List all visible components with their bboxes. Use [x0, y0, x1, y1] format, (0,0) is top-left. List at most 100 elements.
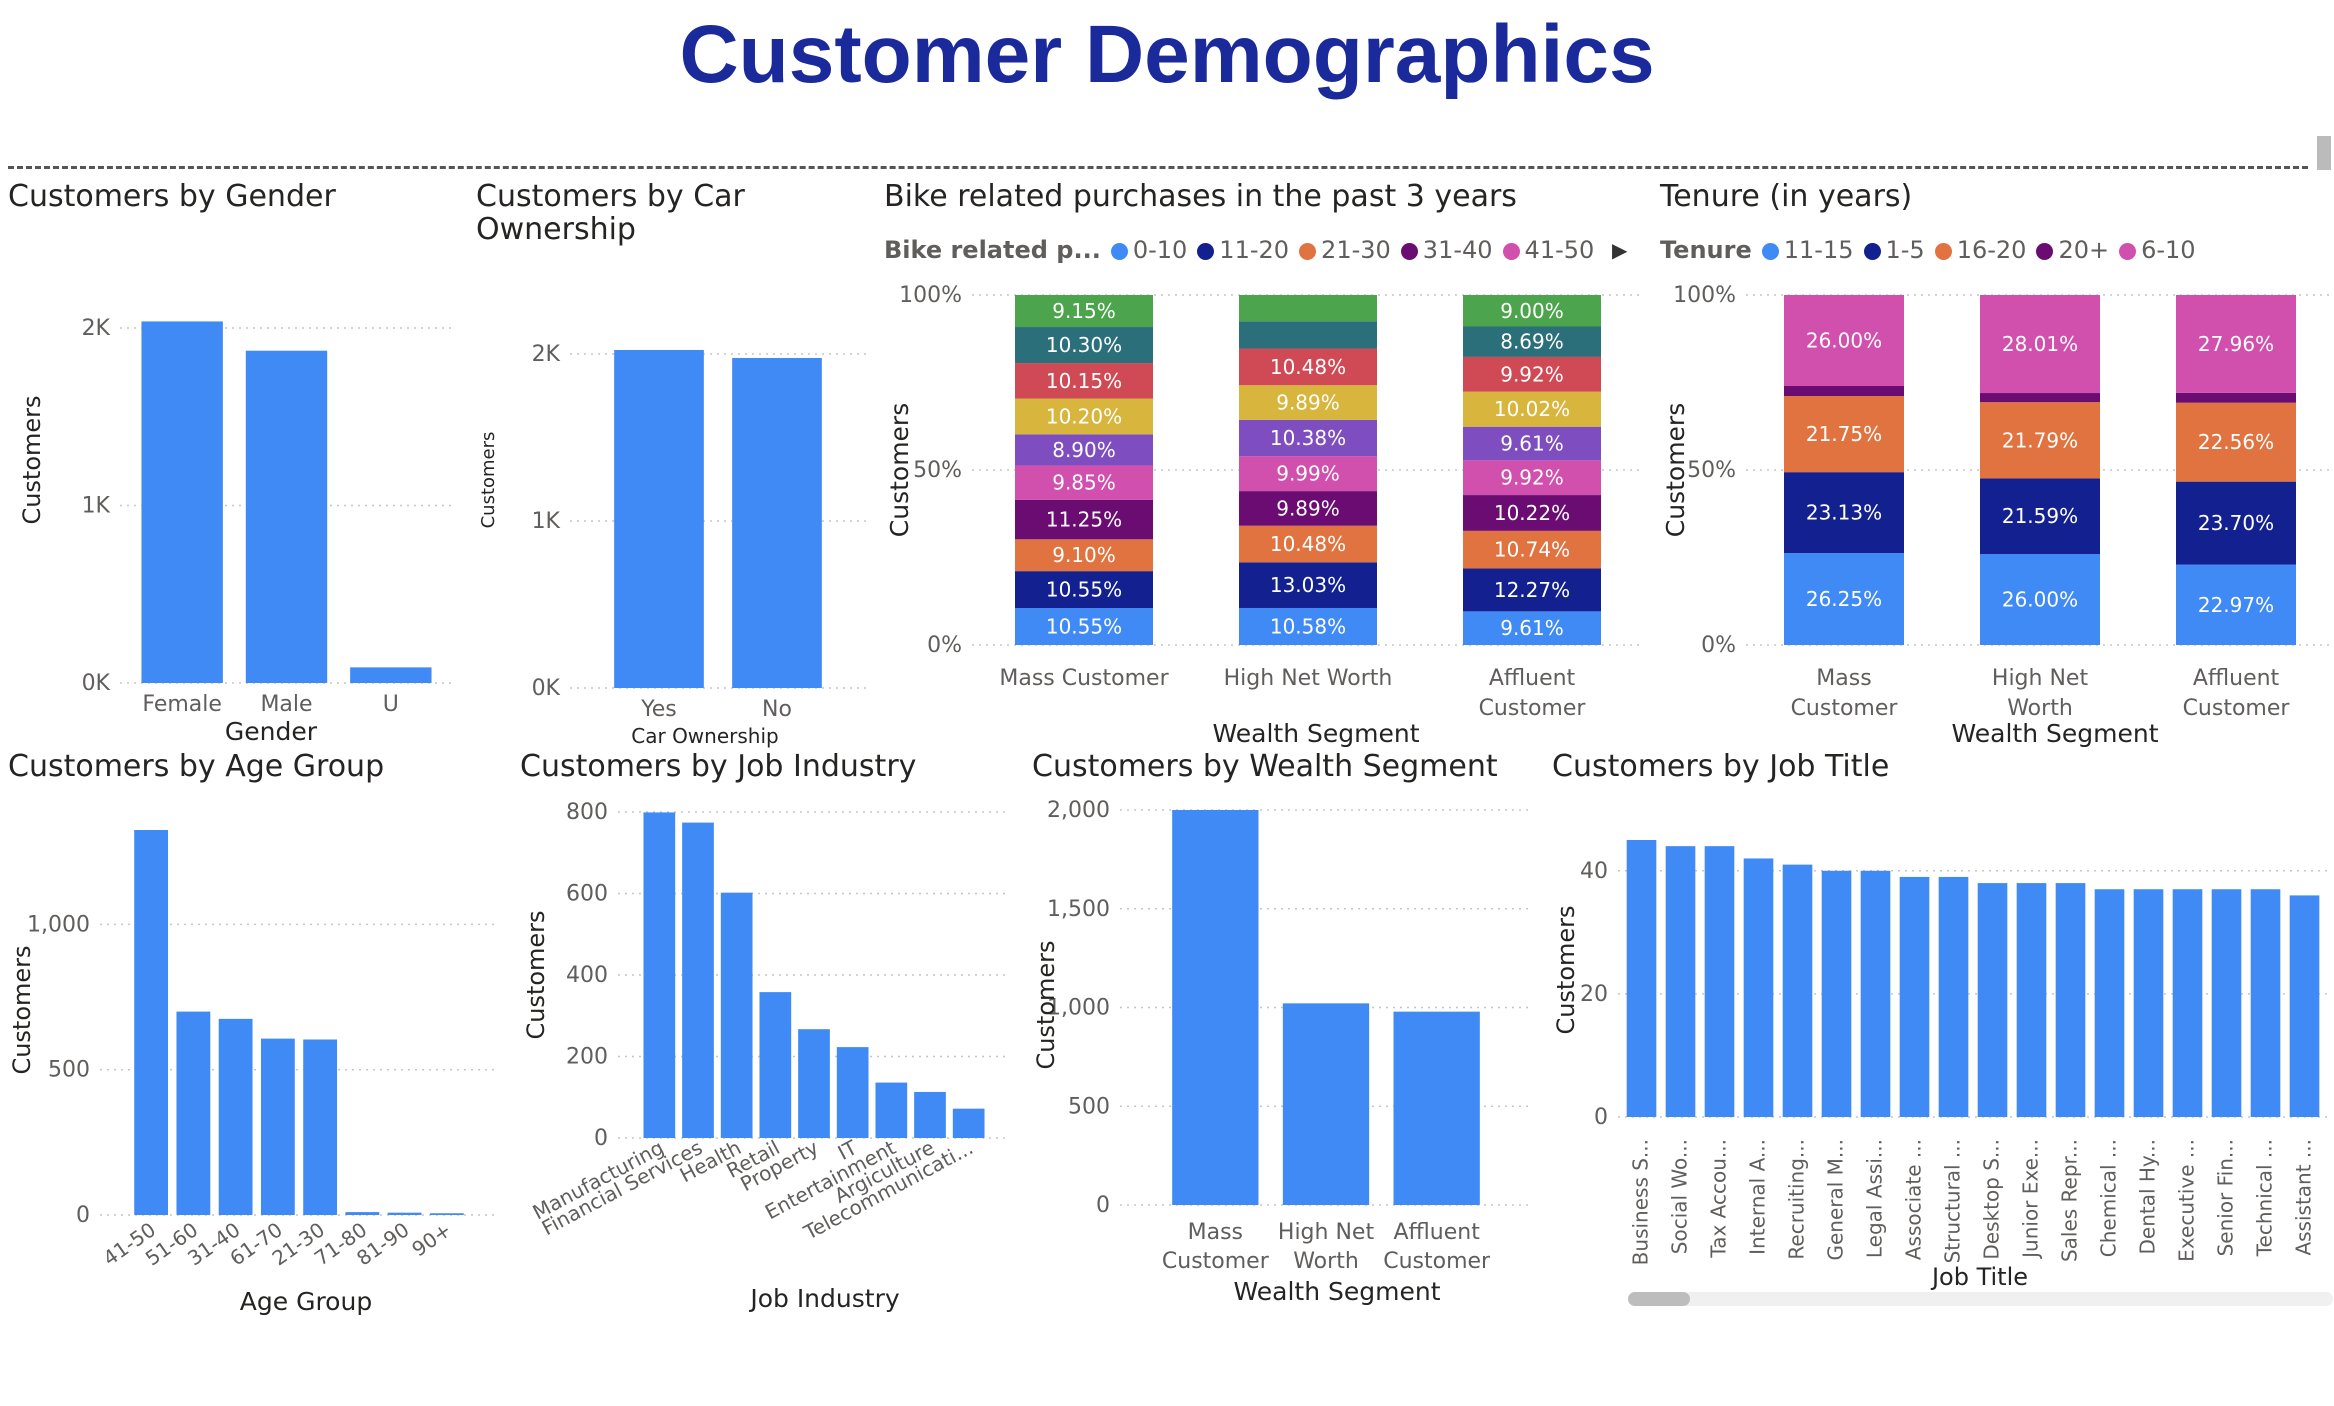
bar-segment [2176, 295, 2296, 393]
x-tick-label: General M... [1824, 1139, 1848, 1261]
horizontal-scrollbar[interactable] [1628, 1292, 2333, 1306]
bike-purchases-chart[interactable]: Bike related purchases in the past 3 yea… [884, 180, 1654, 750]
legend-marker [1502, 243, 1520, 260]
legend-item[interactable]: 41-50 [1502, 236, 1594, 264]
legend-marker [1934, 243, 1952, 260]
data-label: 10.48% [1270, 532, 1346, 556]
bar-segment [1239, 525, 1377, 563]
bar-segment [1463, 356, 1601, 392]
legend-title: Bike related p... [884, 236, 1101, 264]
bar [1704, 846, 1735, 1117]
legend-item[interactable]: 11-20 [1197, 236, 1289, 264]
data-label: 23.70% [2198, 511, 2274, 535]
bar [1821, 870, 1852, 1117]
legend-item[interactable]: 16-20 [1934, 236, 2027, 264]
legend-marker [1197, 243, 1215, 260]
data-label: 9.99% [1276, 462, 1340, 486]
page-title: Customer Demographics [679, 9, 1655, 100]
legend-item[interactable]: 31-40 [1400, 236, 1493, 264]
legend-label: 31-40 [1422, 236, 1493, 264]
legend-label: 20+ [2058, 236, 2110, 264]
legend-label: 16-20 [1956, 236, 2027, 264]
tenure-chart[interactable]: Tenure (in years) Tenure 11-15 1-5 16-20 20+… [1660, 180, 2334, 750]
legend-item[interactable]: 1-5 [1863, 236, 1925, 264]
y-axis-title: Customers [885, 403, 914, 537]
bar-segment [1239, 607, 1377, 645]
legend-label: 0-10 [1132, 236, 1188, 264]
data-label: 10.15% [1046, 369, 1122, 393]
x-axis-title: Wealth Segment [1213, 719, 1420, 748]
legend-item[interactable]: 20+ [2036, 236, 2109, 264]
x-tick-label: High Net Worth [1992, 666, 2089, 721]
bar [350, 667, 432, 683]
y-tick-label: 1K [82, 494, 111, 519]
legend-marker [1863, 243, 1881, 260]
x-axis-title: Wealth Segment [1952, 719, 2159, 748]
y-tick-label: 500 [1068, 1094, 1110, 1119]
chart-title: Customers by Job Title [1552, 749, 1890, 784]
y-tick-label: 0K [532, 676, 561, 701]
gender-chart-plot: 0K 1K 2K Female Male U Gender Customers [18, 316, 453, 746]
bar [141, 321, 223, 683]
bar-segment [1463, 326, 1601, 357]
y-tick-label: 0K [82, 671, 111, 696]
age-group-chart-plot: 05001,00041-5051-6031-4061-7021-3071-808… [8, 830, 498, 1316]
age-group-chart[interactable]: Customers by Age Group 0 500 1,000 41-50 51-… [8, 750, 508, 1320]
vertical-scrollbar[interactable] [2317, 136, 2331, 170]
legend-label: 6-10 [2141, 236, 2196, 264]
bar-segment [1784, 386, 1904, 397]
bar-segment [1463, 495, 1601, 531]
wealth-segment-chart[interactable]: Customers by Wealth Segment 0 500 1,000 1,5… [1032, 750, 1542, 1320]
bar-segment [1239, 385, 1377, 420]
bar [1860, 870, 1891, 1117]
job-industry-chart[interactable]: Customers by Job Industry 0 200 400 600 800 M… [520, 750, 1020, 1320]
data-label: 26.00% [2002, 588, 2078, 612]
data-label: 27.96% [2198, 332, 2274, 356]
bar [1665, 846, 1696, 1117]
legend-next-arrow[interactable]: ▶ [1612, 238, 1628, 262]
horizontal-scrollbar-thumb[interactable] [1628, 1292, 1690, 1306]
data-label: 13.03% [1270, 573, 1346, 597]
legend-item[interactable]: 11-15 [1761, 236, 1854, 264]
data-label: 28.01% [2002, 332, 2078, 356]
legend-item[interactable]: 0-10 [1110, 236, 1188, 264]
car-ownership-chart[interactable]: Customers by Car Ownership 0K 1K 2K Yes No Ca… [476, 180, 876, 750]
bar-segment [1239, 562, 1377, 608]
data-label: 10.58% [1270, 614, 1346, 638]
bar [2250, 889, 2281, 1117]
y-axis-title: Customers [1552, 905, 1580, 1034]
bar-segment [1015, 465, 1153, 500]
x-tick-label: Affluent Customer [1383, 1220, 1491, 1274]
bar [218, 1018, 253, 1215]
bar [2094, 889, 2125, 1117]
bar [759, 992, 792, 1138]
data-label: 10.30% [1046, 333, 1122, 357]
job-title-chart[interactable]: Customers by Job Title 0 20 40 Business S..… [1552, 750, 2334, 1320]
y-tick-label: 1K [532, 509, 561, 534]
x-tick-label: Assistant ... [2292, 1139, 2316, 1256]
x-tick-label: Tax Accou... [1707, 1139, 1731, 1259]
legend-marker [1110, 243, 1128, 260]
y-tick-label: 40 [1580, 859, 1608, 884]
bar-segment [2176, 564, 2296, 645]
bar-segment [1784, 472, 1904, 554]
bar-segment [1463, 391, 1601, 427]
data-label: 10.22% [1494, 501, 1570, 525]
legend-item[interactable]: 21-30 [1299, 236, 1391, 264]
gender-chart[interactable]: Customers by Gender 0K 1K 2K Female Male U Gen… [8, 180, 458, 750]
bar-segment [1784, 396, 1904, 473]
bar [1172, 810, 1259, 1205]
x-tick-label: High Net Worth [1278, 1220, 1375, 1274]
bar [1899, 876, 1930, 1117]
data-label: 11.25% [1046, 508, 1122, 532]
bar [614, 349, 704, 688]
bar [836, 1047, 869, 1138]
bar [2289, 895, 2320, 1117]
legend-item[interactable]: 6-10 [2119, 236, 2196, 264]
tenure-legend: Tenure 11-15 1-5 16-20 20+ 6-10 [1660, 236, 2196, 264]
bar [720, 892, 753, 1138]
data-label: 9.89% [1276, 391, 1340, 415]
legend-label: 21-30 [1321, 236, 1391, 264]
bar-segment [1463, 295, 1601, 327]
data-label: 21.79% [2002, 428, 2078, 452]
